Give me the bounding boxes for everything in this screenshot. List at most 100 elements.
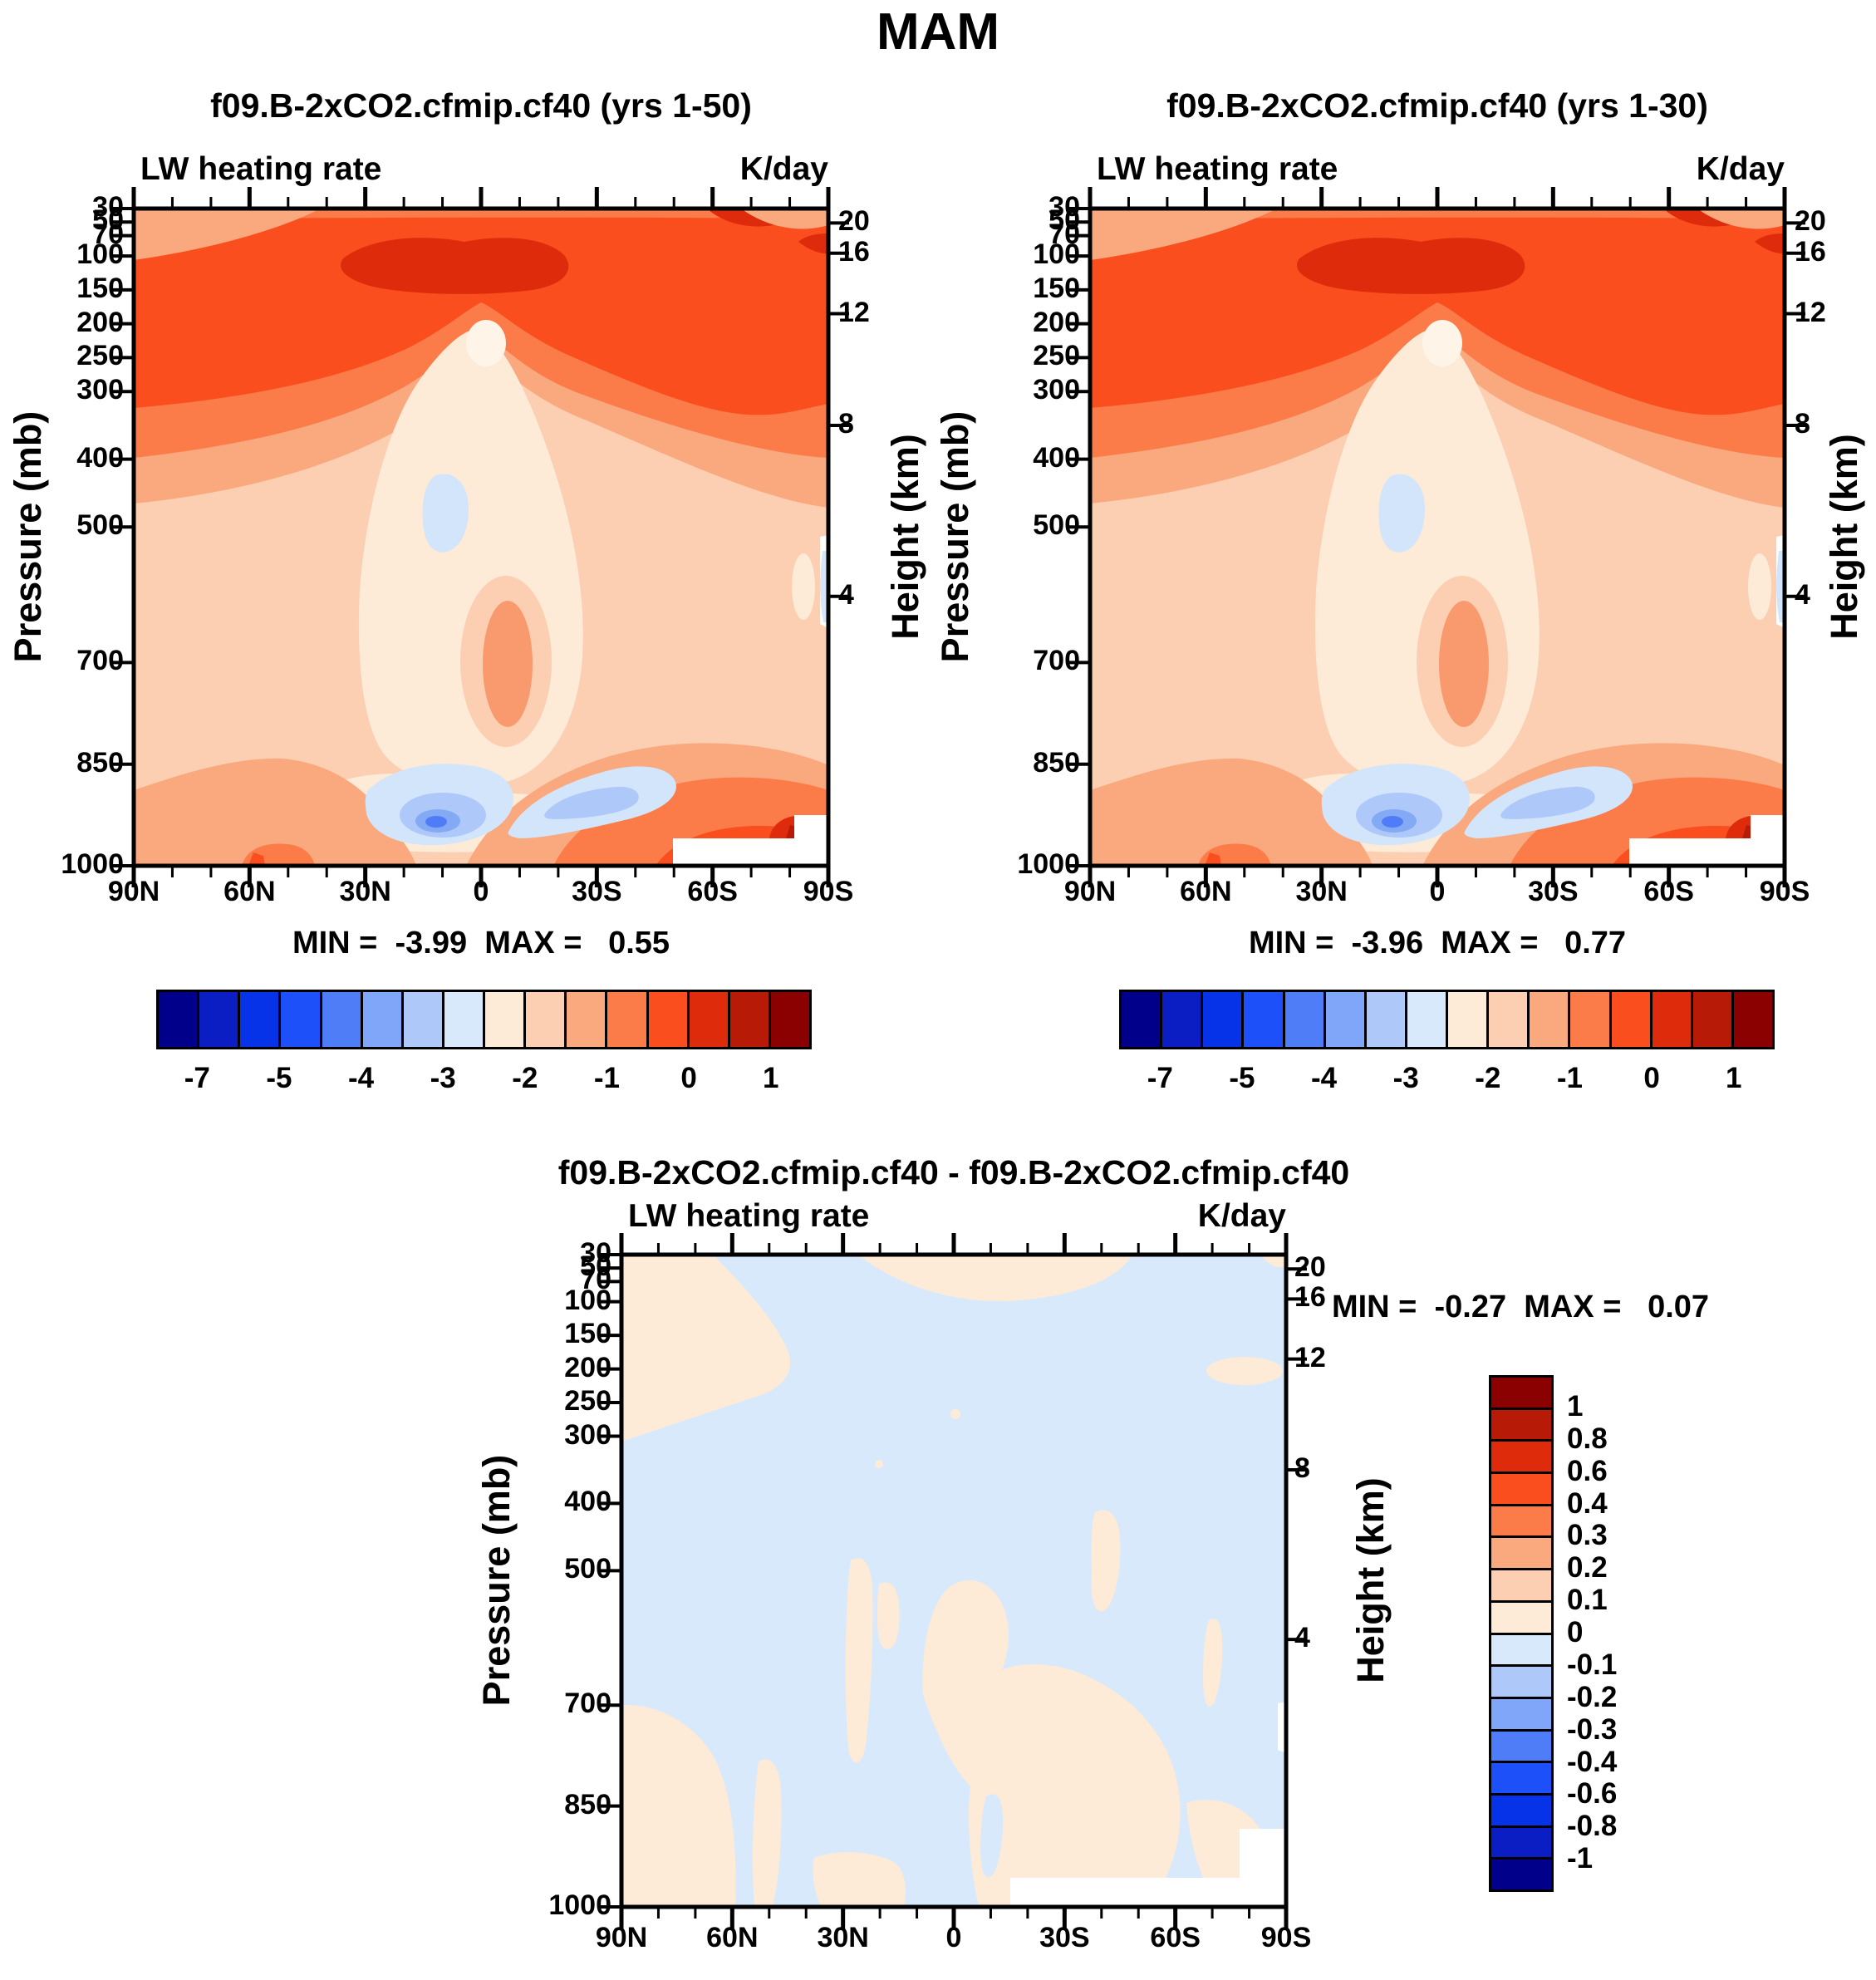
colorbar-cell bbox=[646, 992, 687, 1047]
pressure-tick-label: 100 bbox=[1033, 238, 1080, 271]
panel-b-title: f09.B-2xCO2.cfmip.cf40 (yrs 1-30) bbox=[1166, 86, 1708, 125]
colorbar-label: 0 bbox=[1643, 1062, 1660, 1094]
panel-b-units-label: K/day bbox=[1696, 151, 1785, 187]
colorbar-cell bbox=[523, 992, 565, 1047]
contour-midlevel-blue-spot bbox=[422, 474, 469, 553]
height-tick-label: 12 bbox=[1795, 296, 1826, 328]
contour-max-cooling-blob bbox=[1297, 238, 1525, 294]
height-tick-label: 4 bbox=[1294, 1622, 1310, 1654]
pressure-tick-label: 30 bbox=[92, 191, 124, 223]
height-tick-label: 20 bbox=[838, 205, 870, 238]
colorbar-main-0 bbox=[156, 990, 812, 1049]
height-tick-label: 8 bbox=[1795, 408, 1810, 440]
latitude-tick-label: 30S bbox=[1039, 1922, 1090, 1953]
latitude-tick-label: 30S bbox=[1528, 876, 1579, 907]
pressure-tick-label: 300 bbox=[1033, 374, 1080, 406]
pressure-tick-label: 300 bbox=[564, 1418, 611, 1451]
colorbar-cell bbox=[1527, 992, 1569, 1047]
pressure-tick-label: 1000 bbox=[61, 848, 124, 880]
panel-a-minmax: MIN = -3.99 MAX = 0.55 bbox=[292, 926, 670, 961]
colorbar-cell bbox=[1690, 992, 1731, 1047]
pressure-tick-label: 150 bbox=[76, 272, 124, 304]
latitude-tick-label: 60N bbox=[706, 1922, 759, 1953]
colorbar-label: 0.4 bbox=[1567, 1486, 1608, 1520]
pressure-tick-label: 200 bbox=[76, 306, 124, 338]
colorbar-cell bbox=[1491, 1599, 1551, 1633]
pressure-tick-label: 500 bbox=[76, 509, 124, 542]
axis-ticks bbox=[113, 187, 849, 887]
panel-b-height-axis-label: Height (km) bbox=[1823, 434, 1865, 640]
colorbar-cell bbox=[1201, 992, 1242, 1047]
colorbar-label: 0.1 bbox=[1567, 1584, 1608, 1617]
panel-c-units-label: K/day bbox=[1197, 1198, 1286, 1234]
colorbar-diff bbox=[1489, 1375, 1554, 1892]
colorbar-label: 0.3 bbox=[1567, 1519, 1608, 1552]
latitude-tick-label: 30N bbox=[1295, 876, 1348, 907]
panel-b-minmax: MIN = -3.96 MAX = 0.77 bbox=[1248, 926, 1627, 961]
panel-a-height-axis-label: Height (km) bbox=[884, 434, 926, 640]
pressure-tick-label: 300 bbox=[76, 374, 124, 406]
latitude-tick-label: 0 bbox=[473, 876, 489, 907]
latitude-tick-label: 60S bbox=[1150, 1922, 1201, 1953]
pressure-tick-label: 400 bbox=[76, 441, 124, 474]
contour-max-cooling-blob bbox=[341, 238, 569, 294]
colorbar-label: 1 bbox=[762, 1062, 779, 1094]
pressure-tick-label: 250 bbox=[564, 1385, 611, 1417]
plot-frame bbox=[131, 206, 831, 868]
panel-c-title: f09.B-2xCO2.cfmip.cf40 - f09.B-2xCO2.cfm… bbox=[557, 1153, 1350, 1191]
height-tick-label: 16 bbox=[1795, 235, 1826, 268]
latitude-tick-label: 60N bbox=[1180, 876, 1232, 907]
contour-band-strong bbox=[1090, 217, 1785, 415]
colorbar-cell bbox=[1491, 1857, 1551, 1889]
axis-ticks bbox=[601, 1233, 1307, 1928]
height-tick-label: 8 bbox=[838, 408, 854, 440]
pressure-tick-label: 400 bbox=[564, 1486, 611, 1518]
axis-ticks bbox=[1069, 187, 1805, 887]
colorbar-label: 1 bbox=[1725, 1062, 1742, 1094]
latitude-tick-label: 90N bbox=[595, 1922, 648, 1953]
colorbar-label: -5 bbox=[1229, 1062, 1255, 1094]
colorbar-main-1 bbox=[1119, 990, 1775, 1049]
colorbar-cell bbox=[727, 992, 769, 1047]
colorbar-cell bbox=[768, 992, 809, 1047]
latitude-tick-label: 90N bbox=[1063, 876, 1117, 907]
terrain-mask bbox=[673, 815, 828, 866]
colorbar-cell bbox=[1731, 992, 1772, 1047]
colorbar-cell bbox=[1491, 1378, 1551, 1408]
colorbar-cell bbox=[1491, 1761, 1551, 1793]
height-tick-label: 12 bbox=[838, 296, 870, 328]
pressure-tick-label: 850 bbox=[76, 746, 124, 779]
plot-frame bbox=[1088, 206, 1787, 868]
colorbar-label: 0.8 bbox=[1567, 1422, 1608, 1455]
colorbar-label: -1 bbox=[593, 1062, 620, 1094]
pressure-tick-label: 500 bbox=[564, 1553, 611, 1585]
colorbar-cell bbox=[441, 992, 483, 1047]
colorbar-label: -5 bbox=[266, 1062, 292, 1094]
colorbar-label: -7 bbox=[1147, 1062, 1173, 1094]
colorbar-label: -2 bbox=[1475, 1062, 1501, 1094]
contour-plot-panel-1 bbox=[1069, 187, 1805, 887]
pressure-tick-label: 50 bbox=[1048, 204, 1080, 237]
colorbar-cell bbox=[1491, 1825, 1551, 1858]
pressure-tick-label: 150 bbox=[1033, 272, 1080, 304]
pressure-tick-label: 400 bbox=[1033, 441, 1080, 474]
height-tick-label: 16 bbox=[1294, 1281, 1326, 1314]
colorbar-cell bbox=[1568, 992, 1609, 1047]
colorbar-cell bbox=[360, 992, 401, 1047]
height-tick-label: 20 bbox=[1294, 1251, 1326, 1284]
colorbar-cell bbox=[1282, 992, 1324, 1047]
colorbar-label: 0.2 bbox=[1567, 1551, 1608, 1584]
latitude-tick-label: 60N bbox=[223, 876, 276, 907]
contour-equator-oval bbox=[483, 601, 533, 727]
colorbar-cell bbox=[1160, 992, 1201, 1047]
height-tick-label: 16 bbox=[838, 235, 870, 268]
pressure-tick-label: 850 bbox=[564, 1788, 611, 1820]
colorbar-cell bbox=[1363, 992, 1405, 1047]
colorbar-cell bbox=[400, 992, 442, 1047]
contour-band-strong bbox=[134, 217, 828, 415]
pressure-tick-label: 250 bbox=[1033, 340, 1080, 372]
pressure-tick-label: 30 bbox=[580, 1237, 611, 1269]
panel-a-field-label: LW heating rate bbox=[140, 151, 382, 187]
colorbar-cell bbox=[159, 992, 198, 1047]
